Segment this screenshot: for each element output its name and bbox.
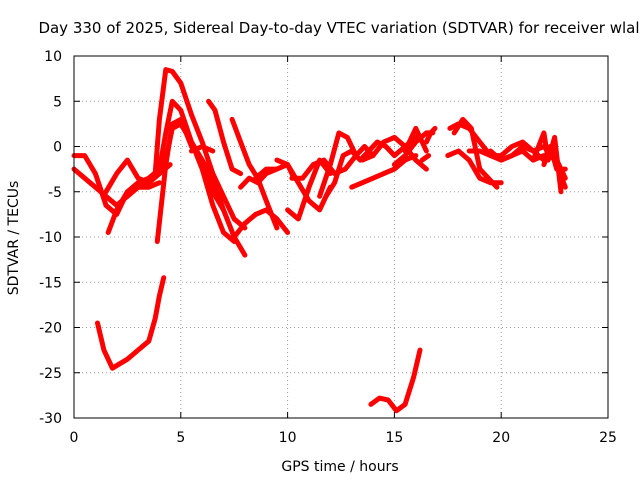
y-tick-label: -5 bbox=[48, 185, 62, 201]
series-layer bbox=[71, 67, 568, 414]
series-trace-8 bbox=[161, 121, 248, 258]
grid bbox=[74, 56, 608, 418]
y-tick-label: -20 bbox=[39, 321, 62, 337]
series-trace-20 bbox=[349, 153, 419, 190]
y-tick-label: -30 bbox=[39, 411, 62, 427]
series-trace-19 bbox=[323, 134, 419, 199]
x-tick-label: 5 bbox=[176, 430, 185, 446]
series-trace-28 bbox=[445, 148, 504, 186]
y-tick-label: 10 bbox=[44, 49, 62, 65]
chart-title: Day 330 of 2025, Sidereal Day-to-day VTE… bbox=[38, 19, 639, 37]
series-trace-24 bbox=[423, 125, 438, 145]
series-trace-21 bbox=[359, 134, 429, 172]
series-trace-4 bbox=[105, 180, 162, 235]
x-tick-label: 20 bbox=[492, 430, 510, 446]
y-tick-label: -25 bbox=[39, 366, 62, 382]
series-trace-34 bbox=[95, 275, 167, 371]
y-tick-label: -10 bbox=[39, 230, 62, 246]
series-trace-15 bbox=[274, 157, 333, 213]
series-trace-35 bbox=[368, 347, 423, 414]
ticks: 0 5 10 15 20 25 10 5 0 -5 -10 -15 -20 -25 -30 bbox=[39, 49, 617, 446]
y-tick-label: -15 bbox=[39, 275, 62, 291]
series-trace-13 bbox=[238, 166, 280, 190]
series-trace-18 bbox=[317, 130, 376, 199]
series-trace-5 bbox=[152, 67, 248, 231]
series-trace-32 bbox=[530, 130, 564, 195]
series-trace-16 bbox=[285, 157, 333, 222]
series-trace-12 bbox=[231, 207, 291, 240]
x-tick-label: 25 bbox=[599, 430, 617, 446]
series-trace-25 bbox=[419, 153, 432, 163]
y-tick-label: 5 bbox=[53, 94, 62, 110]
series-trace-10 bbox=[189, 144, 216, 154]
series-trace-3 bbox=[103, 157, 162, 195]
series-trace-33 bbox=[541, 144, 568, 172]
y-axis-label: SDTVAR / TECUs bbox=[6, 181, 22, 296]
series-trace-23 bbox=[402, 125, 429, 154]
x-tick-label: 10 bbox=[279, 430, 297, 446]
x-tick-label: 0 bbox=[70, 430, 79, 446]
series-trace-11 bbox=[229, 116, 280, 231]
series-trace-9 bbox=[206, 98, 244, 177]
x-axis-label: GPS time / hours bbox=[281, 459, 398, 475]
x-tick-label: 15 bbox=[385, 430, 403, 446]
y-tick-label: 0 bbox=[53, 140, 62, 156]
series-trace-17 bbox=[289, 153, 359, 181]
